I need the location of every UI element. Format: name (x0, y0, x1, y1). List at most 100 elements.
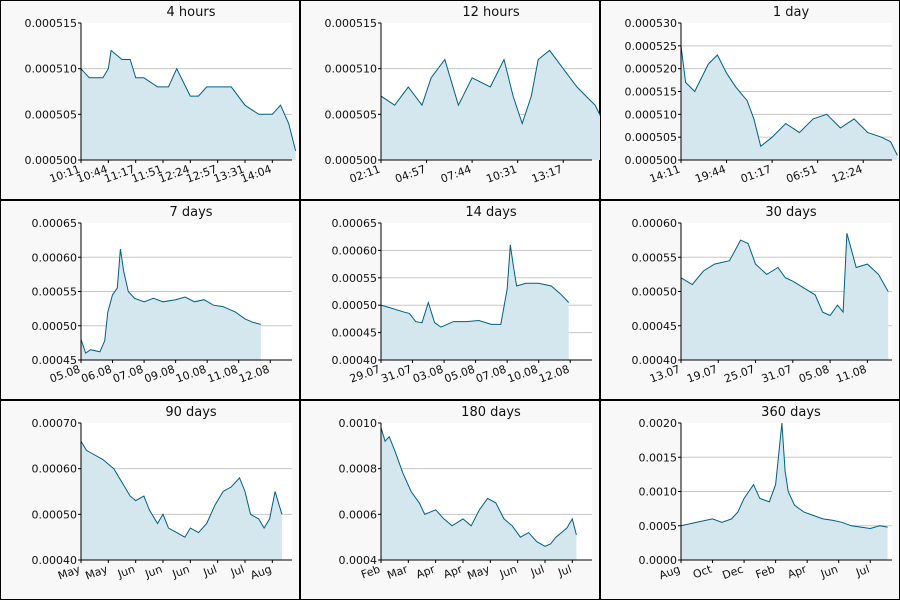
x-tick-label: 12:24 (830, 163, 864, 186)
series-line (80, 441, 283, 538)
x-tick-label: 19:44 (693, 163, 727, 186)
y-tick-label: 0.0005 (639, 520, 678, 533)
y-tick-label: 0.00060 (332, 244, 378, 257)
x-tick-label: 11.08 (206, 363, 240, 386)
x-tick-label: 31.07 (760, 363, 794, 386)
x-tick-label: 03.08 (411, 363, 445, 386)
series-line (380, 427, 577, 547)
chart-title: 30 days (765, 205, 817, 220)
series-area (681, 423, 888, 560)
y-tick-label: 0.0006 (339, 508, 378, 521)
x-tick-label: Jul (528, 563, 546, 580)
chart-panel: 0.0004 0.0006 0.0008 0.0010 Feb Mar Apr Apr May J… (300, 400, 600, 600)
y-tick-label: 0.000500 (625, 154, 678, 167)
x-tick-label: Jun (170, 563, 192, 581)
x-tick-label: 07.08 (111, 363, 145, 386)
y-tick-label: 0.0020 (639, 417, 678, 430)
x-tick-label: Feb (359, 563, 382, 582)
chart-panel: 0.000500 0.000505 0.000510 0.000515 10:11 10:… (0, 0, 300, 200)
x-tick-label: 05.08 (443, 363, 477, 386)
x-tick-label: 12.08 (237, 363, 271, 386)
series-area (381, 427, 577, 560)
chart-title: 360 days (761, 405, 821, 420)
y-tick-label: 0.00055 (632, 251, 678, 264)
y-tick-label: 0.000525 (625, 40, 678, 53)
y-tick-label: 0.0008 (339, 463, 378, 476)
x-tick-label: Jun (115, 563, 137, 581)
y-tick-label: 0.00070 (32, 417, 78, 430)
series-line (680, 45, 898, 156)
y-tick-label: 0.00050 (332, 299, 378, 312)
y-tick-label: 0.000515 (625, 86, 678, 99)
x-tick-label: Jun (818, 563, 840, 581)
y-tick-label: 0.00040 (332, 354, 378, 367)
x-tick-label: 07.08 (474, 363, 508, 386)
series-line (680, 422, 888, 530)
x-tick-label: 06.08 (80, 363, 114, 386)
y-tick-label: 0.000515 (25, 17, 78, 30)
chart-panel: 0.00040 0.00045 0.00050 0.00055 0.00060 0.000… (300, 200, 600, 400)
x-tick-label: Oct (691, 562, 714, 581)
x-tick-label: 31.07 (380, 363, 414, 386)
x-tick-label: 06:51 (784, 163, 818, 186)
chart-panel: 0.000500 0.000505 0.000510 0.000515 0.000520… (600, 0, 900, 200)
chart-svg: 0.00040 0.00045 0.00050 0.00055 0.00060 0.000… (332, 205, 592, 386)
chart-svg: 0.0005000.0005050.0005100.00051510:1110:… (25, 5, 297, 186)
chart-panel: 0.00040 0.00045 0.00050 0.00055 0.00060 13.07… (600, 200, 900, 400)
chart-title: 180 days (461, 405, 521, 420)
y-tick-label: 0.000520 (625, 63, 678, 76)
x-tick-label: Apr (786, 562, 809, 581)
series-area (381, 50, 601, 160)
x-tick-label: Feb (754, 563, 777, 582)
y-tick-label: 0.00055 (32, 286, 78, 299)
chart-panel: 0.00040 0.00050 0.00060 0.00070 May May Jun Jun… (0, 400, 300, 600)
chart-svg: 0.000500 0.000505 0.000510 0.000515 0.000520… (625, 5, 898, 186)
y-tick-label: 0.00045 (332, 327, 378, 340)
x-tick-label: Jul (853, 563, 871, 580)
chart-title: 7 days (169, 205, 212, 220)
x-tick-label: 10:31 (484, 163, 518, 186)
series-area (81, 441, 282, 560)
x-tick-label: Jun (497, 563, 519, 581)
y-tick-label: 0.00040 (32, 554, 78, 567)
x-tick-label: Jul (555, 563, 573, 580)
y-tick-label: 0.0010 (339, 417, 378, 430)
x-tick-label: Jul (228, 563, 246, 580)
chart-panel: 0.0000 0.0005 0.0010 0.0015 0.0020 Aug Oct Dec F… (600, 400, 900, 600)
y-tick-label: 0.000510 (25, 63, 78, 76)
x-tick-label: 19.07 (685, 363, 719, 386)
chart-panel: 0.000500 0.000505 0.000510 0.000515 02:11 04:… (300, 0, 601, 200)
y-tick-label: 0.000530 (625, 17, 678, 30)
x-tick-label: 09.08 (143, 363, 177, 386)
y-tick-label: 0.0000 (639, 554, 678, 567)
x-tick-label: 04:57 (393, 163, 427, 186)
x-tick-label: 25.07 (723, 363, 757, 386)
x-tick-label: 10.08 (174, 363, 208, 386)
y-tick-label: 0.00060 (632, 217, 678, 230)
x-tick-label: Aug (249, 563, 274, 583)
x-tick-label: 14:04 (239, 163, 273, 186)
y-tick-label: 0.000500 (25, 154, 78, 167)
x-tick-label: Jul (201, 563, 219, 580)
x-tick-label: 11.08 (834, 363, 868, 386)
x-tick-label: Apr (442, 562, 465, 581)
y-tick-label: 0.000500 (325, 154, 378, 167)
x-tick-label: 05.08 (797, 363, 831, 386)
series-line (680, 233, 889, 317)
y-tick-label: 0.000515 (325, 17, 378, 30)
y-tick-label: 0.00065 (332, 217, 378, 230)
chart-title: 4 hours (167, 5, 216, 20)
series-area (681, 233, 889, 360)
chart-svg: 0.000400.000450.000500.000550.0006013.07… (632, 205, 892, 386)
series-area (681, 45, 898, 160)
y-tick-label: 0.0010 (639, 486, 678, 499)
x-tick-label: Apr (414, 562, 437, 581)
x-tick-label: May (84, 562, 110, 582)
chart-svg: 0.000450.000500.000550.000600.0006505.08… (32, 205, 292, 386)
x-tick-label: 10.08 (506, 363, 540, 386)
x-tick-label: 13:17 (530, 163, 564, 186)
